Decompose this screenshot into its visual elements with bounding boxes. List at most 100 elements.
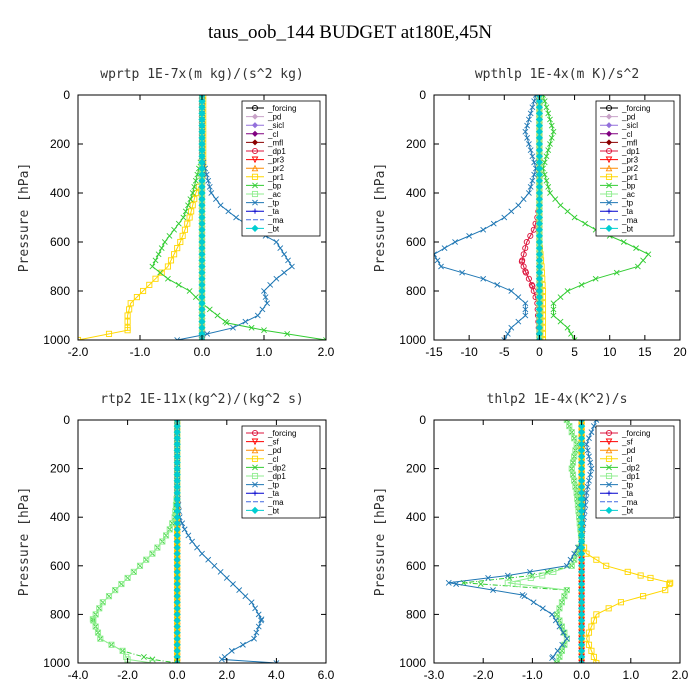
legend-entry: _dp2 — [621, 463, 640, 472]
series-bp-marker — [557, 294, 564, 301]
legend-marker — [252, 464, 258, 471]
series-bp-marker — [547, 190, 553, 196]
series-tp-marker — [527, 183, 534, 190]
series-tp-marker — [251, 635, 257, 642]
series-tp-marker — [522, 312, 529, 319]
legend-entry: _ta — [621, 489, 634, 498]
series-dp1-marker — [563, 635, 570, 642]
series-bp-marker — [550, 300, 557, 307]
legend-marker — [605, 190, 613, 198]
legend-marker — [605, 224, 613, 233]
series-bp-marker — [261, 327, 267, 334]
series-tp-marker — [225, 208, 232, 215]
series-tp-marker — [521, 593, 528, 600]
series-cl-marker — [590, 653, 597, 660]
series-tp-marker — [586, 435, 592, 442]
legend-marker — [606, 182, 612, 189]
series-bp-marker — [564, 324, 571, 331]
series-dp1-marker — [112, 587, 119, 594]
series-tp-marker — [494, 281, 501, 288]
legend-entry: _dp2 — [267, 463, 286, 472]
legend-entry: _bt — [621, 224, 634, 233]
legend-marker — [251, 506, 259, 515]
series-dp1-marker — [89, 616, 96, 623]
series-tp-marker — [490, 220, 497, 227]
series-bp-marker — [633, 245, 639, 252]
series-group — [445, 420, 674, 663]
series-bp-marker — [323, 337, 326, 340]
y-axis-label: Pressure [hPa] — [17, 487, 32, 597]
series-pr1-marker — [140, 287, 147, 295]
series-dp1-marker — [162, 532, 170, 539]
series-dp1-marker — [119, 647, 126, 654]
series-bp-marker — [214, 312, 221, 319]
legend-entry: _cl — [267, 455, 278, 464]
series-cl-marker — [605, 605, 612, 612]
legend-entry: _ac — [267, 190, 281, 199]
series-tp-marker — [552, 617, 559, 624]
series-tp-marker — [211, 562, 218, 569]
legend-entry: _sf — [267, 438, 279, 447]
series-tp-marker — [253, 629, 260, 636]
series-line-pr1 — [78, 95, 204, 340]
series-bp-marker — [564, 208, 571, 215]
legend-marker — [251, 446, 259, 454]
series-tp-marker — [574, 544, 581, 551]
y-tick-label: 0 — [419, 88, 426, 102]
x-tick-label: 15 — [638, 345, 652, 359]
x-tick-label: -10 — [460, 345, 478, 359]
y-tick-label: 600 — [50, 559, 70, 573]
series-tp-marker — [559, 641, 566, 648]
series-bp-marker — [152, 257, 159, 264]
series-cl-marker — [640, 593, 647, 600]
x-tick-label: 10 — [603, 345, 617, 359]
series-bp-marker — [543, 177, 550, 184]
chart-panel-3: rtp2 1E-11x(kg^2)/(kg^2 s) Pressure [hPa]… — [17, 392, 335, 682]
series-cl-marker — [590, 617, 597, 624]
legend: _forcing_sf_pd_cl_dp2_dp1_tp_ta_ma_bt — [241, 425, 321, 519]
x-tick-label: 20 — [673, 345, 687, 359]
series-bp-marker — [545, 110, 552, 117]
series-tp-marker — [504, 330, 511, 337]
series-tp-marker — [205, 556, 212, 563]
series-dp1-marker — [561, 593, 568, 600]
legend-entry: _tp — [267, 481, 280, 490]
legend-entry: _ma — [267, 498, 284, 507]
series-tp-marker — [527, 147, 534, 154]
series-tp-marker — [531, 171, 538, 178]
series-bp-marker — [545, 183, 552, 190]
legend-entry: _pd — [621, 113, 635, 122]
series-line-tp — [434, 95, 537, 340]
series-tp-marker — [582, 502, 589, 508]
plot-frame — [77, 419, 327, 664]
series-tp-marker — [588, 465, 595, 472]
series-tp-marker — [254, 312, 261, 319]
series-dp1-marker — [522, 245, 529, 252]
legend-marker — [606, 199, 612, 206]
x-tick-label: -15 — [425, 345, 443, 359]
legend-entry: _sicl — [267, 121, 284, 130]
series-bp-marker — [164, 275, 171, 282]
series-dp1-marker — [90, 617, 97, 624]
legend-entry: _cl — [621, 130, 632, 139]
legend-marker — [605, 472, 613, 480]
series-tp-marker — [531, 98, 538, 105]
series-tp-marker — [199, 550, 205, 557]
x-tick-label: -4.0 — [68, 668, 89, 682]
legend-entry: _ta — [267, 489, 280, 498]
series-tp-marker — [205, 177, 212, 184]
series-cl-marker — [624, 568, 631, 575]
series-tp-marker — [522, 128, 529, 135]
series-line-dp1 — [92, 420, 178, 663]
legend-marker — [605, 122, 613, 129]
series-pr1-marker — [191, 196, 198, 203]
series-bp-marker — [557, 318, 564, 325]
legend-marker — [605, 429, 613, 437]
series-tp-marker — [217, 568, 224, 575]
legend-entry: _tp — [621, 199, 634, 208]
legend-entry: _sicl — [621, 121, 638, 130]
series-cl-marker — [662, 587, 669, 594]
series-group — [78, 95, 326, 340]
series-tp-marker — [248, 599, 255, 606]
